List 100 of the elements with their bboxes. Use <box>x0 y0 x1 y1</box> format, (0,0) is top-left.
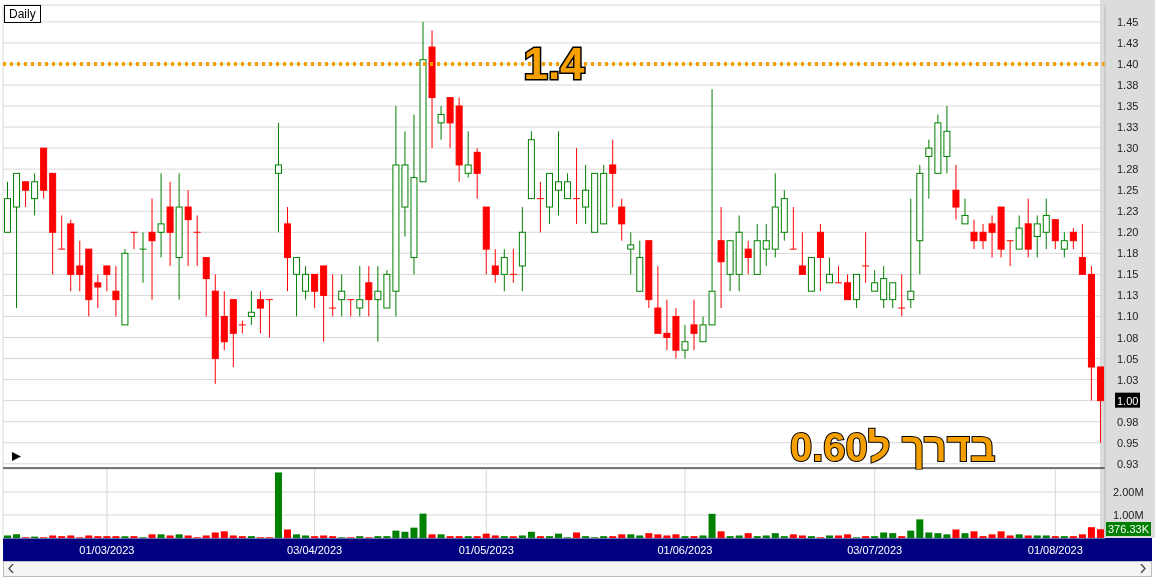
bar <box>392 530 400 538</box>
candlestick <box>1051 219 1059 250</box>
bar <box>1087 527 1095 538</box>
candlestick <box>202 257 210 317</box>
candlestick <box>880 265 888 309</box>
bar <box>555 533 562 538</box>
x-tick-label: 01/03/2023 <box>79 543 135 556</box>
candlestick <box>374 265 382 343</box>
candlestick <box>582 164 590 225</box>
candlestick <box>193 214 202 267</box>
bar <box>925 532 933 538</box>
candlestick <box>57 214 66 250</box>
bar <box>166 535 174 538</box>
candlestick <box>572 147 581 225</box>
candlestick <box>690 299 698 351</box>
candlestick <box>157 172 165 259</box>
bar <box>1033 535 1041 538</box>
bar <box>889 533 897 538</box>
y-tick-label: 1.00 <box>1117 394 1139 407</box>
x-tick-label: 01/05/2023 <box>458 543 514 556</box>
candlestick <box>1060 231 1068 259</box>
bar <box>699 535 707 538</box>
bar <box>1006 535 1014 538</box>
candlestick <box>293 257 301 317</box>
bar <box>518 535 526 538</box>
bar <box>943 534 951 538</box>
y-tick-label: 0.93 <box>1117 457 1139 470</box>
candlestick <box>31 172 39 216</box>
candlestick <box>1078 223 1086 275</box>
bar <box>211 532 219 538</box>
bar <box>934 533 942 538</box>
candlestick <box>789 206 798 250</box>
bar <box>401 531 409 538</box>
candlestick <box>22 181 30 208</box>
bar <box>789 534 797 538</box>
candlestick <box>437 105 445 141</box>
bar <box>1096 529 1104 538</box>
candlestick <box>1069 227 1077 250</box>
bar <box>229 535 237 538</box>
bar <box>274 472 282 538</box>
bar <box>880 532 888 538</box>
bar <box>428 534 436 538</box>
y-tick-label: 1.13 <box>1117 289 1139 302</box>
bar <box>798 535 806 538</box>
candlestick <box>1015 214 1023 250</box>
candlestick <box>825 257 833 284</box>
candlestick <box>564 172 572 200</box>
bar <box>762 535 770 538</box>
bar <box>735 535 743 538</box>
bar <box>654 534 662 538</box>
ref-line-label: 1.4 <box>523 38 586 88</box>
bar <box>1024 535 1032 538</box>
y-tick-label: 1.00M <box>1113 508 1144 521</box>
y-tick-label: 1.28 <box>1117 163 1139 176</box>
y-tick-label: 0.95 <box>1117 436 1139 449</box>
bar <box>952 529 960 538</box>
bar <box>997 531 1005 538</box>
candlestick <box>762 223 770 267</box>
bar <box>67 535 75 538</box>
bar <box>970 531 978 538</box>
candlestick <box>129 231 138 250</box>
bar <box>4 535 11 538</box>
candlestick <box>103 265 111 292</box>
y-tick-label: 1.05 <box>1117 352 1139 365</box>
bar <box>148 534 156 538</box>
bar <box>13 534 21 538</box>
y-tick-label: 1.33 <box>1117 121 1139 134</box>
bar <box>284 529 292 538</box>
bar <box>49 535 57 538</box>
y-tick-label: 1.03 <box>1117 373 1139 386</box>
bar <box>627 534 635 538</box>
bar <box>672 534 680 538</box>
candlestick <box>1033 214 1041 259</box>
candlestick <box>464 130 472 179</box>
bar <box>302 535 310 538</box>
bar <box>907 530 915 538</box>
candlestick <box>536 181 545 233</box>
bar <box>527 531 535 538</box>
candlestick <box>328 273 337 317</box>
annotation: בדרך ל0.60 <box>790 424 996 470</box>
x-tick-label: 03/07/2023 <box>847 543 903 556</box>
candlestick <box>952 164 960 221</box>
bar <box>85 535 93 538</box>
candlestick <box>473 147 481 200</box>
y-tick-label: 1.18 <box>1117 247 1139 260</box>
bar <box>573 532 581 538</box>
candlestick <box>555 130 562 216</box>
bar <box>636 535 644 538</box>
candlestick <box>717 206 725 309</box>
candlestick <box>798 231 806 275</box>
bar <box>175 534 183 538</box>
chart-title: Daily <box>4 5 41 23</box>
y-tick-label: 1.10 <box>1117 310 1139 323</box>
bar <box>491 535 499 538</box>
candlestick <box>509 248 518 284</box>
candlestick <box>365 265 373 317</box>
candlestick <box>1042 198 1050 250</box>
candlestick <box>356 265 364 317</box>
candlestick <box>338 273 346 317</box>
y-tick-label: 1.43 <box>1117 36 1139 49</box>
